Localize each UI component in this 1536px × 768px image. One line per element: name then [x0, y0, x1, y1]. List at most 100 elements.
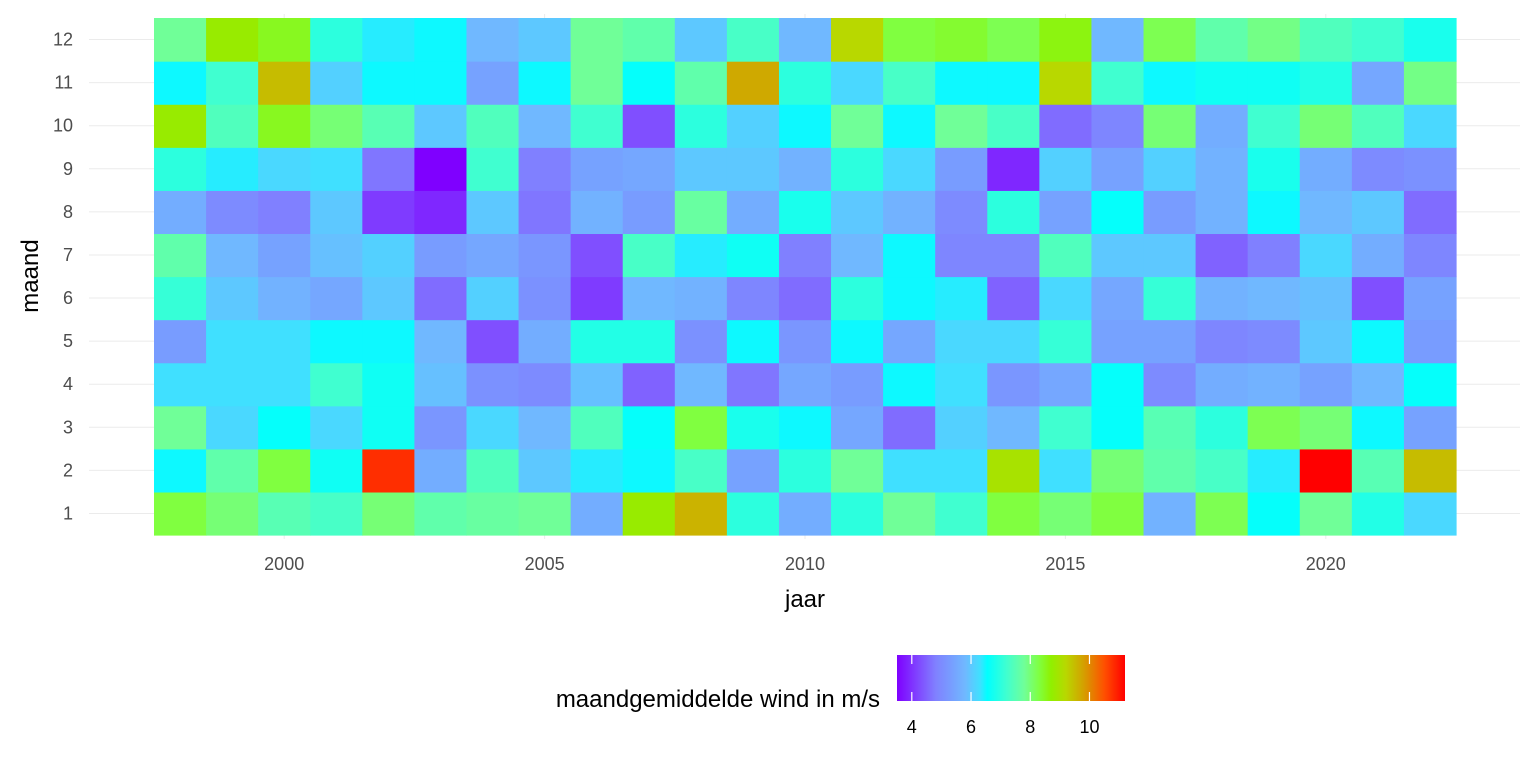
- heatmap-cell: [1403, 362, 1457, 407]
- heatmap-cell: [258, 405, 311, 450]
- heatmap-cell: [258, 362, 311, 407]
- y-tick-label: 7: [63, 245, 73, 265]
- heatmap-cell: [414, 491, 468, 536]
- legend-colorbar: [897, 655, 1125, 701]
- heatmap-cell: [883, 61, 936, 105]
- heatmap-cell: [570, 319, 624, 364]
- heatmap-cell: [518, 448, 572, 493]
- heatmap-cell: [1351, 405, 1405, 450]
- heatmap-cell: [726, 405, 780, 450]
- heatmap-cell: [1351, 491, 1405, 536]
- heatmap-cell: [518, 104, 572, 148]
- heatmap-cell: [258, 319, 311, 364]
- legend-title: maandgemiddelde wind in m/s: [556, 686, 880, 713]
- heatmap-cell: [362, 104, 415, 148]
- heatmap-cell: [154, 448, 207, 493]
- heatmap-cell: [935, 233, 988, 278]
- heatmap-cell: [1195, 276, 1249, 321]
- heatmap-cell: [258, 104, 311, 148]
- heatmap-cell: [935, 491, 988, 536]
- heatmap-cell: [883, 104, 936, 148]
- heatmap-cell: [831, 104, 884, 148]
- x-tick-label: 2010: [785, 554, 825, 574]
- heatmap-cell: [1403, 18, 1457, 62]
- heatmap-cell: [883, 233, 936, 278]
- heatmap-cell: [1195, 233, 1249, 278]
- heatmap-cell: [674, 18, 728, 62]
- heatmap-cell: [987, 362, 1040, 407]
- heatmap-cell: [466, 491, 520, 536]
- heatmap-cell: [1039, 190, 1093, 235]
- heatmap-cell: [1247, 319, 1301, 364]
- heatmap-cell: [1091, 405, 1145, 450]
- heatmap-cell: [518, 276, 572, 321]
- heatmap-cell: [1351, 362, 1405, 407]
- heatmap-cell: [778, 362, 832, 407]
- heatmap-cell: [1247, 362, 1301, 407]
- heatmap-cell: [414, 104, 468, 148]
- heatmap-cell: [1039, 405, 1093, 450]
- heatmap-cell: [518, 233, 572, 278]
- heatmap-cell: [1403, 276, 1457, 321]
- heatmap-cell: [1195, 319, 1249, 364]
- heatmap-cell: [154, 104, 207, 148]
- heatmap-cell: [778, 147, 832, 191]
- heatmap-cell: [1299, 190, 1353, 235]
- heatmap-cell: [1195, 61, 1249, 105]
- heatmap-cell: [1351, 233, 1405, 278]
- heatmap-cell: [466, 362, 520, 407]
- heatmap-cell: [362, 362, 415, 407]
- heatmap-cell: [674, 319, 728, 364]
- heatmap-cell: [883, 276, 936, 321]
- heatmap-cell: [206, 104, 259, 148]
- heatmap-cell: [258, 147, 311, 191]
- heatmap-cell: [622, 233, 676, 278]
- heatmap-cell: [1039, 491, 1093, 536]
- heatmap-cell: [674, 147, 728, 191]
- heatmap-cell: [883, 147, 936, 191]
- heatmap-cell: [1143, 405, 1197, 450]
- heatmap-cell: [778, 18, 832, 62]
- heatmap-cell: [726, 61, 780, 105]
- heatmap-cell: [1091, 18, 1145, 62]
- heatmap-cell: [310, 190, 363, 235]
- heatmap-cell: [206, 448, 259, 493]
- heatmap-cell: [310, 276, 363, 321]
- x-tick-label: 2015: [1045, 554, 1085, 574]
- legend-tick-label: 8: [1025, 717, 1035, 737]
- heatmap-cell: [1247, 405, 1301, 450]
- heatmap-cell: [1039, 233, 1093, 278]
- heatmap-cell: [1143, 362, 1197, 407]
- heatmap-cell: [1039, 448, 1093, 493]
- heatmap-cell: [1195, 147, 1249, 191]
- heatmap-cell: [1403, 147, 1457, 191]
- heatmap-cell: [1039, 362, 1093, 407]
- heatmap-cell: [518, 319, 572, 364]
- heatmap-cell: [935, 448, 988, 493]
- heatmap-cell: [310, 405, 363, 450]
- heatmap-cell: [726, 233, 780, 278]
- heatmap-cell: [1195, 18, 1249, 62]
- heatmap-cell: [570, 405, 624, 450]
- heatmap-cell: [466, 319, 520, 364]
- heatmap-cell: [987, 61, 1040, 105]
- heatmap-cell: [987, 491, 1040, 536]
- y-tick-label: 9: [63, 159, 73, 179]
- x-tick-label: 2005: [525, 554, 565, 574]
- heatmap-cell: [1195, 448, 1249, 493]
- legend-ticks: 4 6 8 10: [907, 655, 1099, 737]
- heatmap-cell: [206, 362, 259, 407]
- heatmap-cell: [1299, 61, 1353, 105]
- heatmap-cell: [1247, 491, 1301, 536]
- legend-tick-label: 10: [1079, 717, 1099, 737]
- heatmap-cell: [362, 147, 415, 191]
- heatmap-cell: [1195, 104, 1249, 148]
- heatmap-cell: [1247, 18, 1301, 62]
- heatmap-cell: [1143, 319, 1197, 364]
- heatmap-cell: [570, 18, 624, 62]
- heatmap-cell: [622, 319, 676, 364]
- heatmap-cell: [1299, 147, 1353, 191]
- heatmap-cell: [570, 190, 624, 235]
- heatmap-cell: [154, 491, 207, 536]
- heatmap-cell: [674, 491, 728, 536]
